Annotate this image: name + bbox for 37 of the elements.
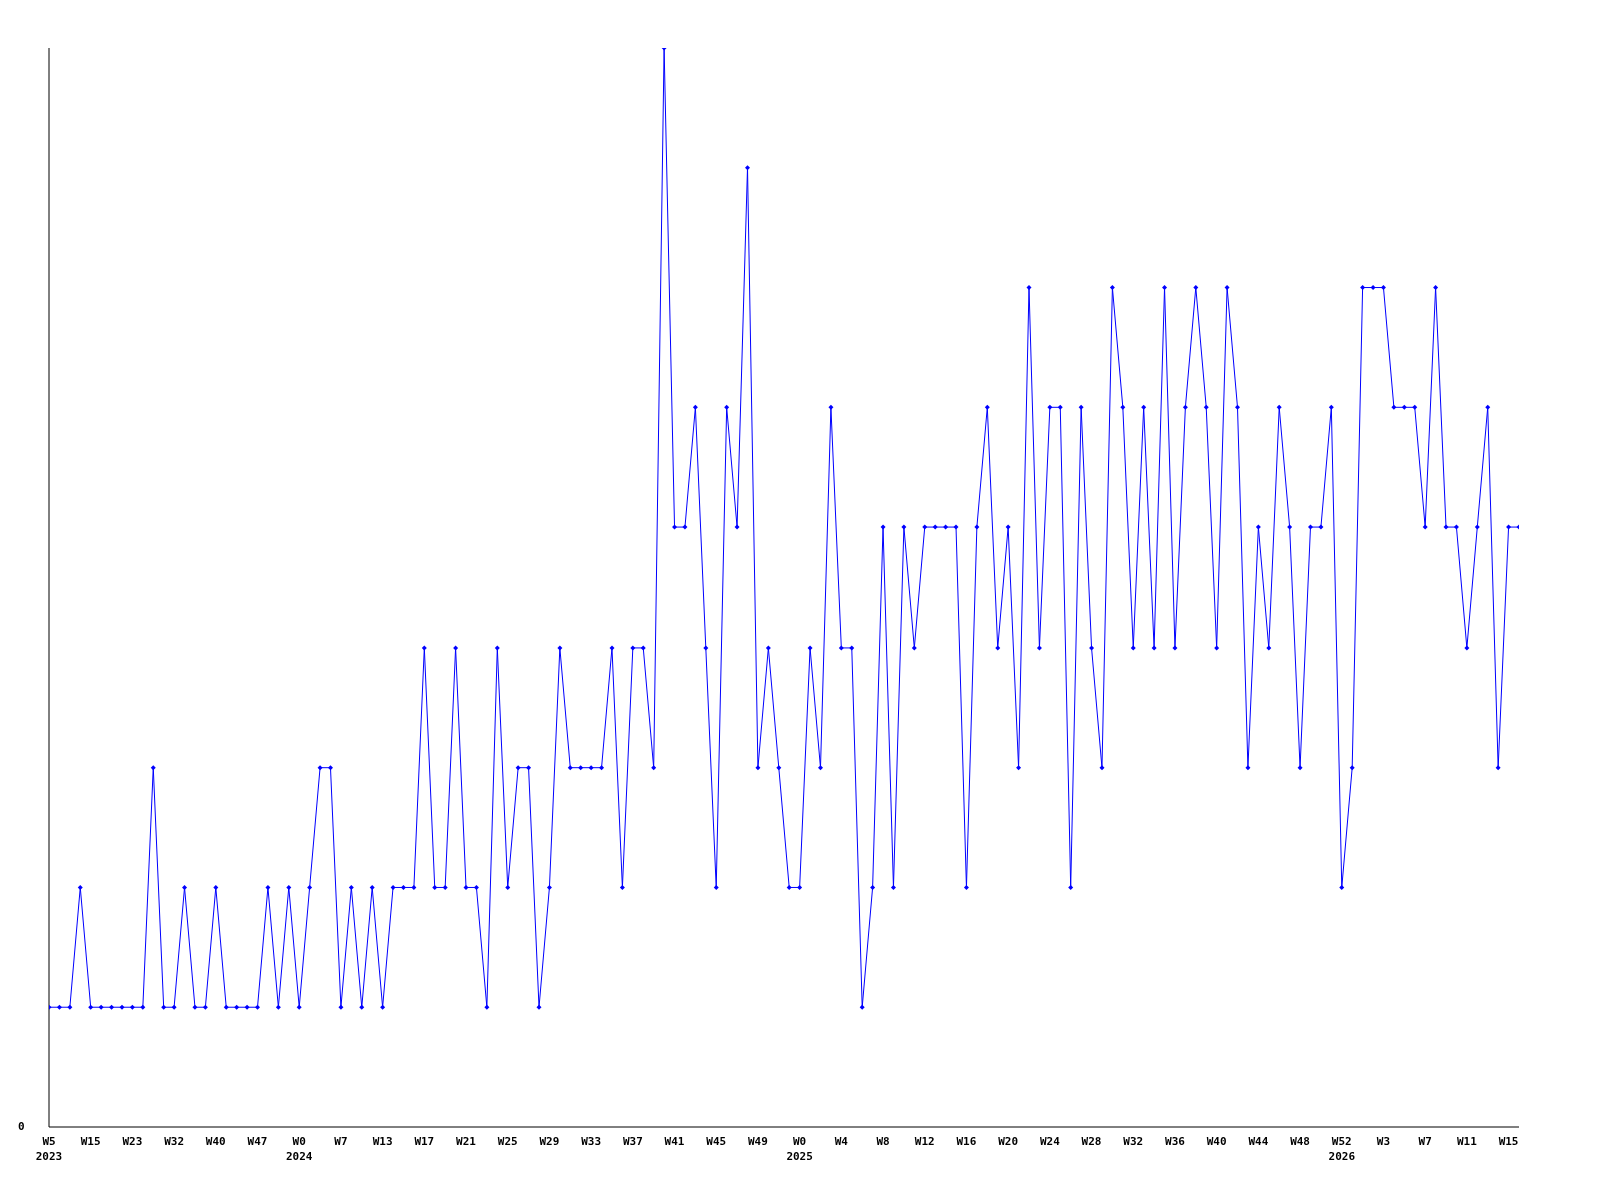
x-tick-label: W7 [1418, 1135, 1432, 1148]
x-tick-label: W8 [876, 1135, 890, 1148]
x-tick-label: W45 [706, 1135, 727, 1148]
x-tick-label: W13 [372, 1135, 393, 1148]
x-tick-label: W40 [1206, 1135, 1227, 1148]
x-tick-label: W3 [1376, 1135, 1391, 1148]
x-tick-label: W33 [581, 1135, 602, 1148]
x-tick-label: W15 [1498, 1135, 1519, 1148]
x-tick-label: W25 [497, 1135, 518, 1148]
x-tick-label: W24 [1039, 1135, 1061, 1148]
x-tick-label: W29 [539, 1135, 560, 1148]
x-tick-label: W32 [164, 1135, 185, 1148]
x-tick-label: W0 2025 [786, 1135, 813, 1163]
x-tick-label: W11 [1456, 1135, 1478, 1148]
x-tick-label: W4 [834, 1135, 849, 1148]
x-tick-label: W48 [1290, 1135, 1310, 1148]
x-tick-label: W12 [914, 1135, 935, 1148]
x-tick-label: W15 [80, 1135, 101, 1148]
x-tick-label: W7 [334, 1135, 348, 1148]
x-tick-label: W20 [998, 1135, 1019, 1148]
x-tick-label: W40 [205, 1135, 226, 1148]
x-tick-label: W5 2023 [35, 1135, 63, 1163]
x-tick-label: W21 [456, 1135, 477, 1148]
x-tick-label: W37 [622, 1135, 643, 1148]
x-tick-label: W32 [1123, 1135, 1144, 1148]
text: 0 [18, 1120, 25, 1133]
x-tick-label: W41 [664, 1135, 685, 1148]
x-tick-label: W47 [247, 1135, 268, 1148]
x-tick-label: W28 [1081, 1135, 1102, 1148]
x-tick-label: W17 [414, 1135, 435, 1148]
x-tick-label: W52 2026 [1328, 1135, 1356, 1163]
x-tick-label: W23 [122, 1135, 143, 1148]
x-tick-label: W0 2024 [285, 1135, 313, 1163]
x-tick-label: W49 [748, 1135, 768, 1148]
x-tick-label: W44 [1248, 1135, 1269, 1148]
x-tick-label: W16 [956, 1135, 977, 1148]
x-tick-label: W36 [1165, 1135, 1186, 1148]
